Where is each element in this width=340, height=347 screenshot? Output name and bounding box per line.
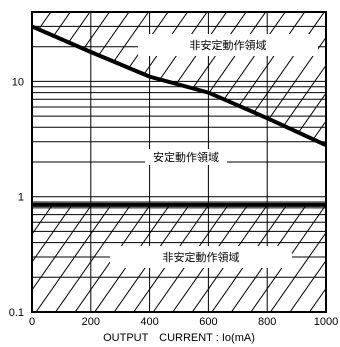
upper-label-box	[138, 34, 318, 56]
x-tick-label: 1000	[314, 316, 338, 328]
series-group	[32, 24, 326, 207]
x-tick-label: 0	[29, 316, 35, 328]
region-label-upper: 非安定動作領域	[190, 38, 267, 52]
x-tick-label: 800	[258, 316, 276, 328]
x-tick-label: 200	[82, 316, 100, 328]
lower-label-box	[110, 246, 292, 268]
y-tick-label: 10	[12, 76, 24, 88]
middle-label-box	[145, 149, 227, 165]
region-label-lower: 非安定動作領域	[163, 250, 240, 264]
plot-frame	[31, 11, 327, 313]
x-tick-labels: 0 200 400 600 800 1000	[29, 316, 338, 328]
y-tick-label: 1	[18, 192, 24, 204]
x-axis-title: OUTPUT CURRENT : Io(mA)	[103, 332, 255, 344]
x-tick-label: 400	[140, 316, 158, 328]
y-tick-labels: 0.1 1 10	[9, 76, 24, 319]
region-label-middle: 安定動作領域	[153, 150, 219, 164]
x-tick-label: 600	[199, 316, 217, 328]
y-tick-label: 0.1	[9, 307, 24, 319]
series-line-1	[32, 24, 326, 147]
